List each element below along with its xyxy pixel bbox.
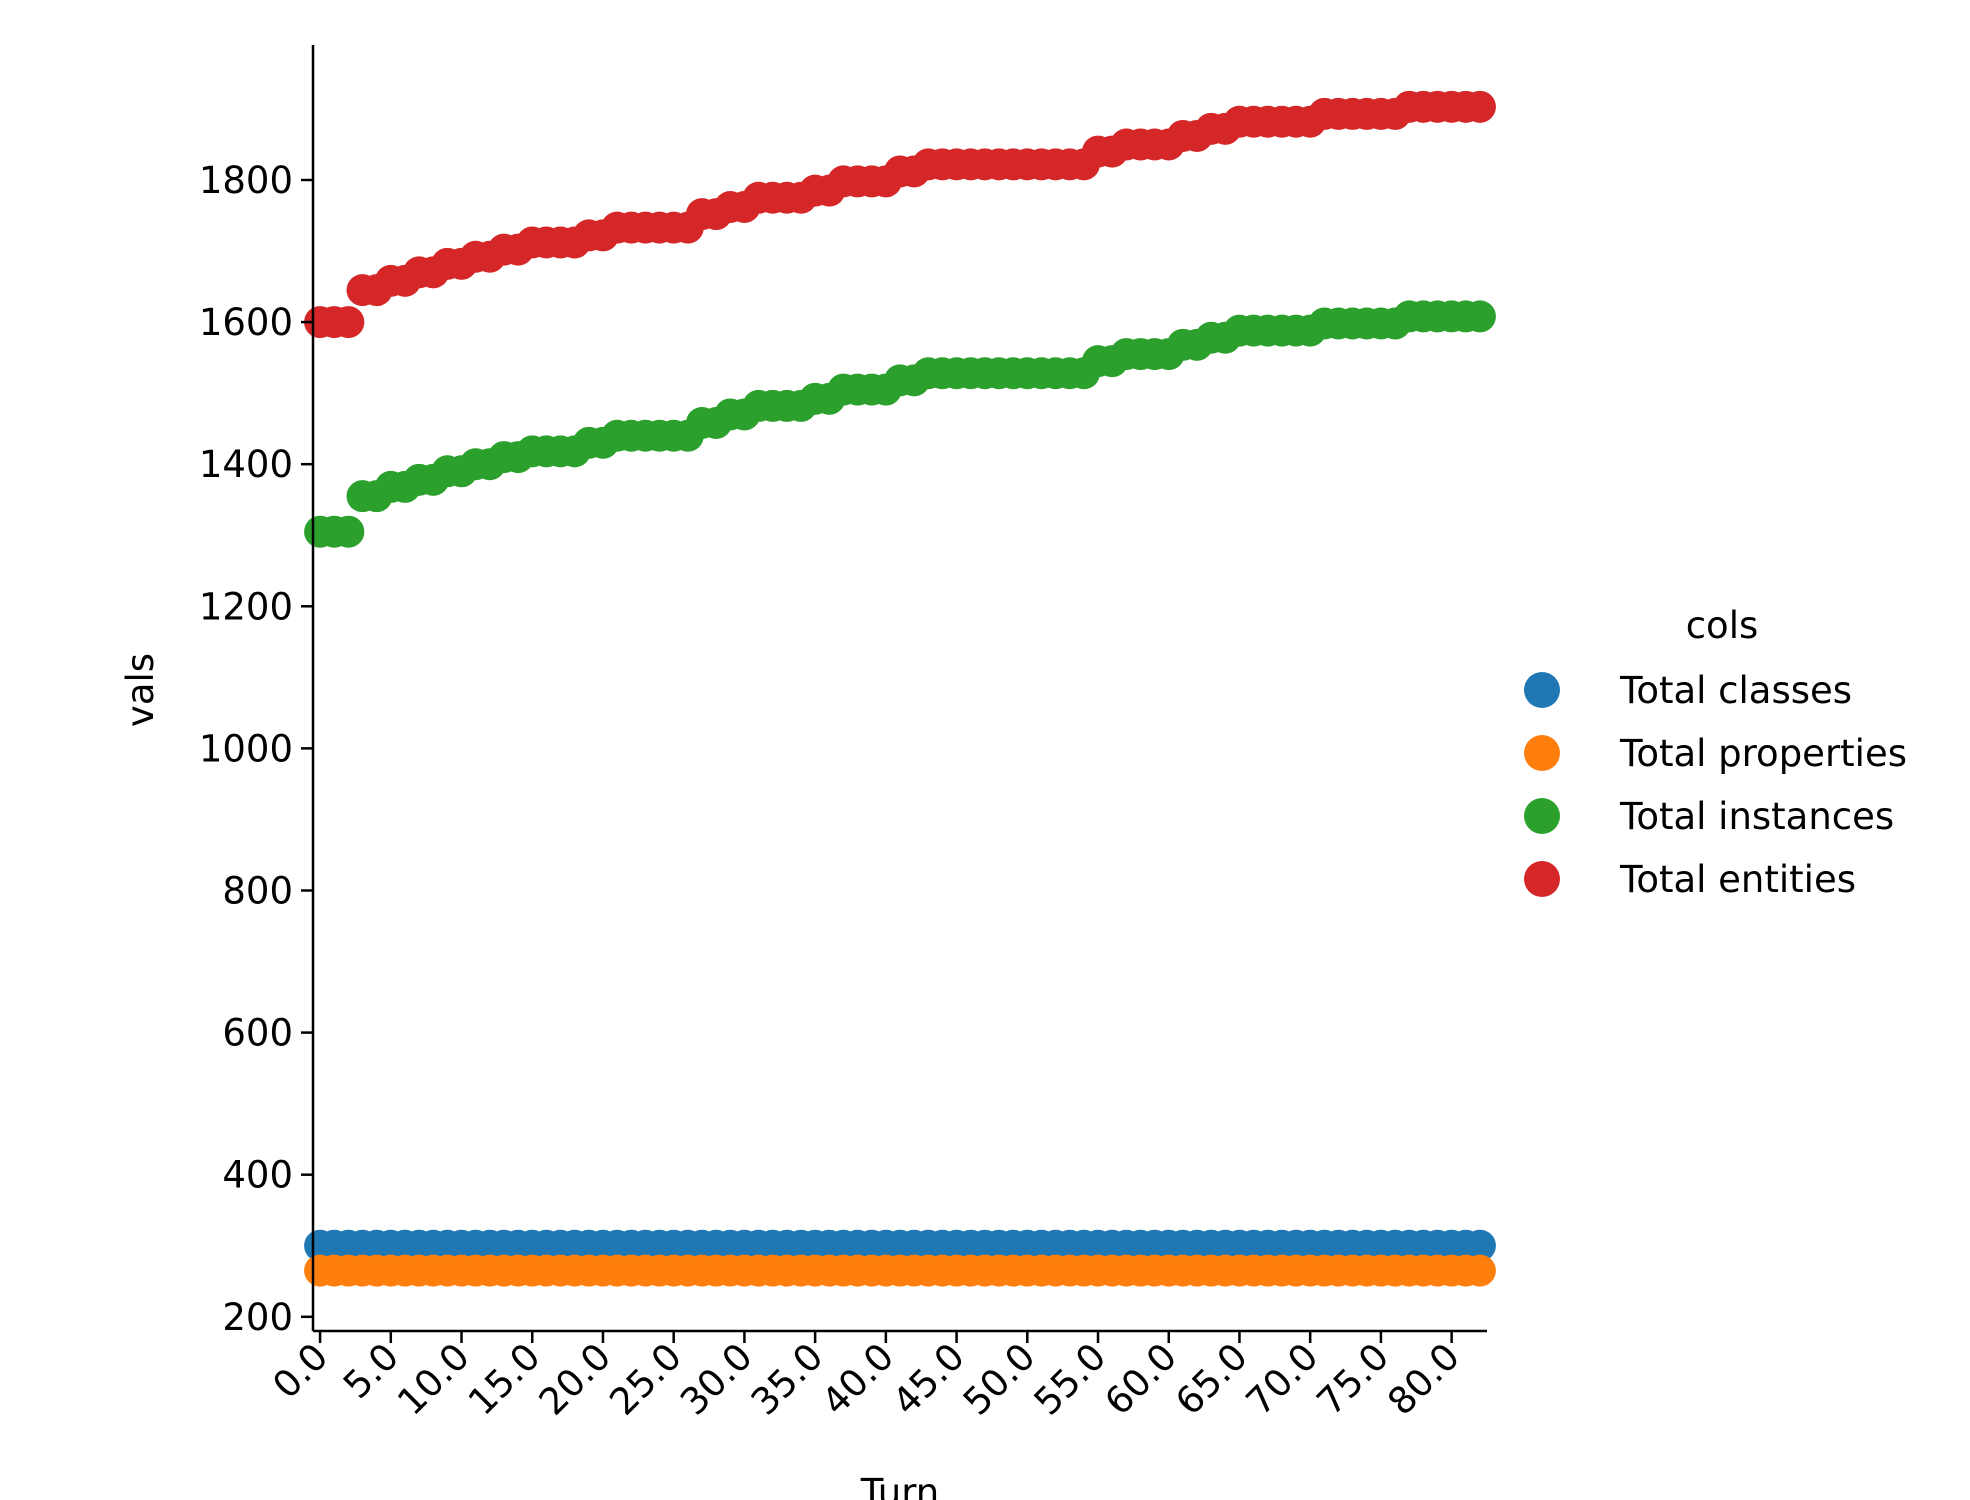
legend-item: Total classes	[1524, 669, 1852, 712]
legend-label: Total entities	[1619, 858, 1856, 901]
y-tick-label: 1600	[199, 301, 293, 344]
x-tick-label: 55.0	[1026, 1335, 1115, 1424]
data-points	[304, 90, 1496, 1287]
series-total-classes	[304, 1229, 1496, 1262]
x-tick-label: 30.0	[672, 1335, 761, 1424]
y-tick-label: 1400	[199, 443, 293, 486]
series-total-instances	[304, 300, 1496, 548]
x-tick-label: 50.0	[955, 1335, 1044, 1424]
data-point	[1463, 1254, 1496, 1287]
y-axis-label: vals	[119, 653, 162, 727]
x-tick-label: 60.0	[1096, 1335, 1185, 1424]
legend-marker	[1524, 861, 1560, 897]
series-total-entities	[304, 90, 1496, 339]
series-total-properties	[304, 1254, 1496, 1287]
legend-label: Total instances	[1619, 795, 1894, 838]
legend-item: Total instances	[1524, 795, 1894, 838]
x-tick-label: 15.0	[460, 1335, 549, 1424]
legend-marker	[1524, 798, 1560, 834]
legend-marker	[1524, 735, 1560, 771]
x-tick-label: 0.0	[264, 1335, 336, 1407]
y-tick-label: 200	[222, 1296, 293, 1339]
legend-item: Total properties	[1524, 732, 1907, 775]
data-point	[1463, 1229, 1496, 1262]
x-tick-label: 80.0	[1379, 1335, 1468, 1424]
x-tick-label: 70.0	[1238, 1335, 1327, 1424]
y-tick-label: 1200	[199, 585, 293, 628]
x-axis-ticks: 0.05.010.015.020.025.030.035.040.045.050…	[264, 1331, 1468, 1424]
y-tick-label: 1800	[199, 159, 293, 202]
x-tick-label: 75.0	[1309, 1335, 1398, 1424]
legend-items: Total classes Total properties Total insta…	[1524, 669, 1907, 901]
x-tick-label: 65.0	[1167, 1335, 1256, 1424]
legend-item: Total entities	[1524, 858, 1856, 901]
data-point	[332, 306, 365, 339]
x-tick-label: 20.0	[531, 1335, 620, 1424]
y-tick-label: 800	[222, 869, 293, 912]
data-point	[1463, 90, 1496, 123]
x-tick-label: 35.0	[743, 1335, 832, 1424]
data-point	[1463, 300, 1496, 333]
legend-label: Total classes	[1619, 669, 1852, 712]
y-axis-ticks: 200 400 600 800 1000 1200 1400 1600 1800	[199, 159, 313, 1339]
legend-marker	[1524, 672, 1560, 708]
x-axis-label: Turn	[860, 1471, 939, 1500]
y-tick-label: 600	[222, 1012, 293, 1055]
x-tick-label: 40.0	[814, 1335, 903, 1424]
y-tick-label: 1000	[199, 727, 293, 770]
x-tick-label: 45.0	[884, 1335, 973, 1424]
data-point	[332, 515, 365, 548]
x-tick-label: 10.0	[389, 1335, 478, 1424]
y-tick-label: 400	[222, 1154, 293, 1197]
legend-label: Total properties	[1619, 732, 1907, 775]
x-tick-label: 25.0	[601, 1335, 690, 1424]
legend-title: cols	[1686, 604, 1759, 647]
